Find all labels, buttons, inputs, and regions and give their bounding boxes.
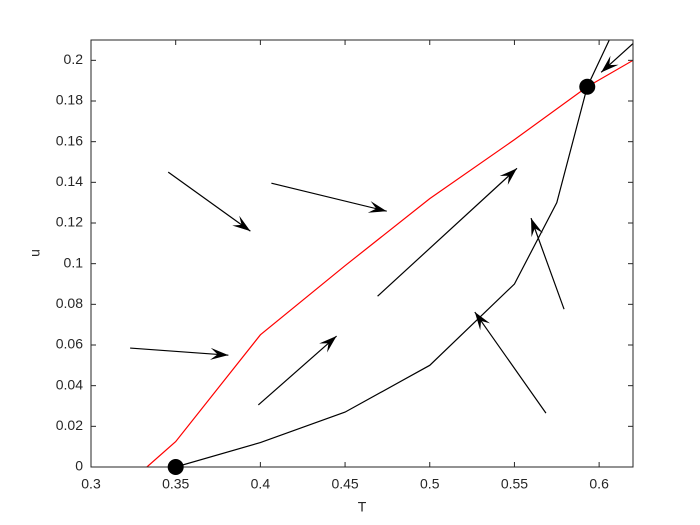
- x-tick-label: 0.55: [501, 476, 528, 492]
- arrow-head: [232, 215, 251, 232]
- arrow: [130, 347, 229, 360]
- plot-content: [130, 40, 633, 467]
- arrow-head: [531, 218, 543, 238]
- arrow-head: [367, 201, 387, 213]
- arrow: [474, 311, 547, 414]
- equilibrium-point: [579, 78, 596, 95]
- y-tick-label: 0.1: [64, 254, 84, 270]
- x-tick-label: 0.5: [420, 476, 440, 492]
- arrow-shaft: [377, 167, 518, 297]
- axes-box: [90, 39, 634, 468]
- arrow-shaft: [130, 347, 229, 356]
- equilibrium-point: [167, 459, 184, 475]
- curve: [175, 40, 610, 467]
- curve: [146, 59, 633, 467]
- y-axis-label: u: [27, 249, 43, 257]
- arrow-shaft: [167, 171, 251, 232]
- y-tick-label: 0.2: [64, 51, 84, 67]
- plot-area: [91, 40, 633, 467]
- arrow-shaft: [271, 182, 387, 212]
- y-tick-label: 0.06: [56, 336, 83, 352]
- arrow: [530, 217, 565, 310]
- y-tick-label: 0.14: [56, 173, 83, 189]
- arrow-shaft: [474, 311, 547, 414]
- y-tick-label: 0.08: [56, 295, 83, 311]
- arrow: [271, 182, 387, 213]
- y-tick-label: 0: [75, 458, 83, 474]
- arrow: [377, 167, 518, 297]
- x-tick-label: 0.35: [162, 476, 189, 492]
- arrow-head: [319, 336, 337, 353]
- y-tick-label: 0.02: [56, 417, 83, 433]
- arrow-head: [474, 312, 491, 331]
- y-tick-label: 0.04: [56, 376, 83, 392]
- y-tick-label: 0.16: [56, 132, 83, 148]
- x-tick-label: 0.6: [589, 476, 609, 492]
- x-axis-label: T: [358, 499, 367, 515]
- arrow-head: [499, 168, 517, 185]
- arrow: [600, 42, 633, 73]
- y-tick-label: 0.18: [56, 92, 83, 108]
- arrow-shaft: [530, 217, 565, 310]
- x-tick-label: 0.45: [331, 476, 358, 492]
- x-tick-label: 0.3: [81, 476, 101, 492]
- arrow-head: [601, 55, 619, 73]
- arrow-shaft: [257, 335, 337, 406]
- arrow: [167, 171, 251, 232]
- y-tick-label: 0.12: [56, 214, 83, 230]
- arrow: [257, 335, 337, 406]
- arrow-head: [209, 347, 229, 360]
- x-tick-label: 0.4: [251, 476, 271, 492]
